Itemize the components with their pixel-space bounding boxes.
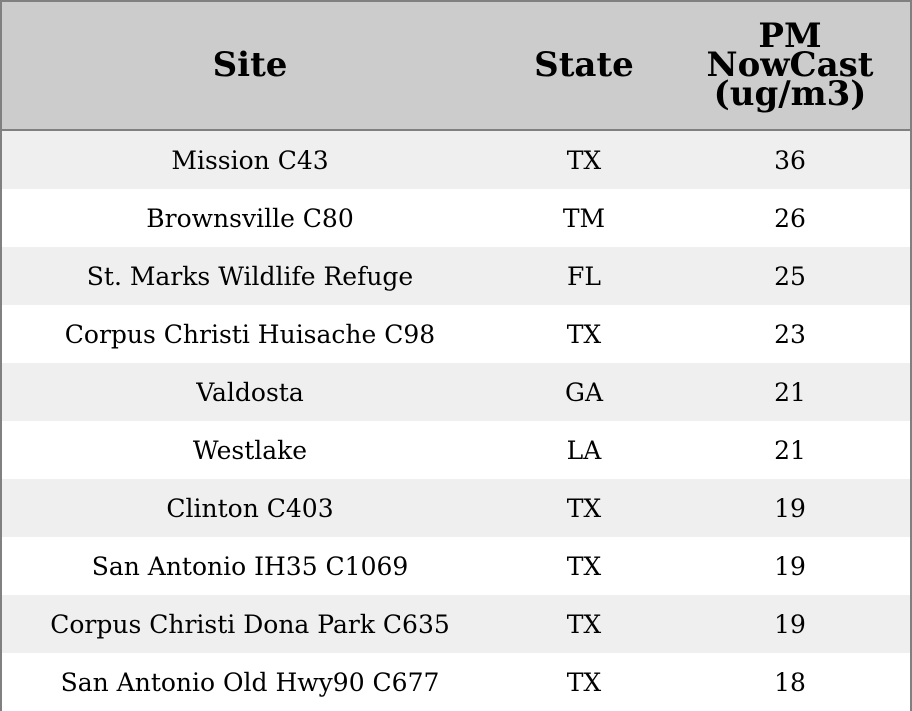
column-header-state: State xyxy=(498,2,670,129)
pm-value-cell: 36 xyxy=(774,145,806,175)
column-header-pm-nowcast: PM NowCast (ug/m3) xyxy=(670,2,910,129)
column-header-site-label: Site xyxy=(212,45,288,85)
table-row: St. Marks Wildlife Refuge FL 25 xyxy=(2,247,910,305)
state-cell: TM xyxy=(562,203,606,233)
table-body: Mission C43 TX 36 Brownsville C80 TM 26 St. Ma… xyxy=(2,131,910,711)
state-cell: TX xyxy=(566,493,602,523)
table-row: Mission C43 TX 36 xyxy=(2,131,910,189)
pm-value-cell: 19 xyxy=(774,609,806,639)
table-row: San Antonio IH35 C1069 TX 19 xyxy=(2,537,910,595)
pm-value-cell: 18 xyxy=(774,667,806,697)
table-row: Westlake LA 21 xyxy=(2,421,910,479)
site-cell: Brownsville C80 xyxy=(146,203,354,233)
state-cell: LA xyxy=(566,435,602,465)
site-cell: Westlake xyxy=(192,435,308,465)
state-cell: TX xyxy=(566,319,602,349)
column-header-site: Site xyxy=(2,2,498,129)
site-cell: Valdosta xyxy=(196,377,304,407)
column-header-pm-line-1: PM xyxy=(758,16,822,56)
pm-value-cell: 19 xyxy=(774,551,806,581)
state-cell: TX xyxy=(566,145,602,175)
table-row: San Antonio Old Hwy90 C677 TX 18 xyxy=(2,653,910,711)
site-cell: San Antonio IH35 C1069 xyxy=(91,551,409,581)
pm-value-cell: 21 xyxy=(774,377,806,407)
state-cell: TX xyxy=(566,609,602,639)
column-header-pm-line-3: (ug/m3) xyxy=(713,74,867,114)
table-row: Clinton C403 TX 19 xyxy=(2,479,910,537)
pm-value-cell: 23 xyxy=(774,319,806,349)
table-header-row: Site State PM NowCast (ug/m3) xyxy=(2,2,910,131)
site-cell: Clinton C403 xyxy=(166,493,334,523)
table-row: Corpus Christi Huisache C98 TX 23 xyxy=(2,305,910,363)
site-cell: Corpus Christi Dona Park C635 xyxy=(50,609,450,639)
table-row: Corpus Christi Dona Park C635 TX 19 xyxy=(2,595,910,653)
site-cell: St. Marks Wildlife Refuge xyxy=(86,261,414,291)
site-cell: San Antonio Old Hwy90 C677 xyxy=(60,667,440,697)
pm-value-cell: 26 xyxy=(774,203,806,233)
site-cell: Mission C43 xyxy=(171,145,329,175)
pm-value-cell: 19 xyxy=(774,493,806,523)
pm-value-cell: 25 xyxy=(774,261,806,291)
table-row: Valdosta GA 21 xyxy=(2,363,910,421)
state-cell: GA xyxy=(564,377,604,407)
site-cell: Corpus Christi Huisache C98 xyxy=(64,319,436,349)
pm-value-cell: 21 xyxy=(774,435,806,465)
column-header-pm-line-2: NowCast xyxy=(706,45,874,85)
column-header-state-label: State xyxy=(534,45,634,85)
state-cell: TX xyxy=(566,667,602,697)
table-row: Brownsville C80 TM 26 xyxy=(2,189,910,247)
state-cell: FL xyxy=(567,261,601,291)
state-cell: TX xyxy=(566,551,602,581)
